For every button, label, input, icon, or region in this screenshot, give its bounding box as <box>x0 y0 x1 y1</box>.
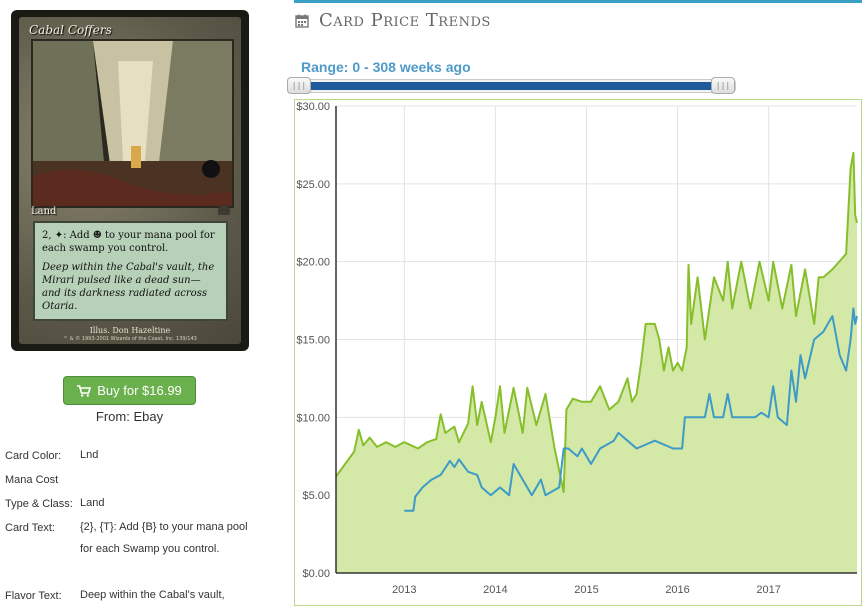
y-tick-label: $30.00 <box>296 101 330 113</box>
card-illustrator: Illus. Don Hazeltine <box>89 326 171 335</box>
detail-value: {2}, {T}: Add {B} to your mana pool for … <box>80 521 248 555</box>
buy-button-label: Buy for $16.99 <box>97 383 182 398</box>
x-tick-label: 2016 <box>665 584 689 596</box>
detail-value: Land <box>80 497 105 509</box>
section-top-rule <box>294 0 862 3</box>
x-tick-label: 2013 <box>392 584 416 596</box>
detail-value: Lnd <box>80 449 99 461</box>
set-symbol-icon <box>218 205 230 215</box>
detail-label: Mana Cost <box>5 474 59 486</box>
shopping-cart-icon <box>77 384 92 397</box>
card-face: Cabal Coffers Land 2, ✦: Add ☻ to your m… <box>19 17 241 344</box>
detail-label: Card Color: <box>5 450 62 462</box>
y-tick-label: $20.00 <box>296 257 330 269</box>
range-slider-fill <box>300 82 723 90</box>
x-tick-label: 2014 <box>483 584 507 596</box>
price-chart-svg: $0.00 $5.00 $10.00 $15.00 $20.00 $25.00 $30.00… <box>294 99 862 606</box>
card-artwork <box>31 39 234 208</box>
y-tick-label: $25.00 <box>296 179 330 191</box>
vault-artwork <box>33 41 232 206</box>
card-title: Cabal Coffers <box>29 23 112 37</box>
section-header: Card Price Trends <box>295 10 491 31</box>
card-text-box: 2, ✦: Add ☻ to your mana pool for each s… <box>33 221 228 321</box>
card-type-line: Land <box>31 206 57 217</box>
x-tick-label: 2017 <box>756 584 780 596</box>
price-chart: $0.00 $5.00 $10.00 $15.00 $20.00 $25.00 $30.00… <box>294 99 862 606</box>
section-title: Card Price Trends <box>319 10 491 31</box>
y-tick-label: $5.00 <box>302 490 330 502</box>
y-tick-label: $10.00 <box>296 412 330 424</box>
detail-label: Type & Class: <box>5 498 73 510</box>
seller-label: From: Ebay <box>95 409 164 424</box>
buy-button[interactable]: Buy for $16.99 <box>63 376 196 405</box>
y-tick-label: $15.00 <box>296 335 330 347</box>
calendar-icon <box>295 14 309 28</box>
card-flavor-text: Deep within the Cabal's vault, the Mirar… <box>42 262 215 312</box>
x-tick-label: 2015 <box>574 584 598 596</box>
detail-label: Flavor Text: <box>5 590 62 602</box>
y-tick-label: $0.00 <box>302 568 330 580</box>
series-line-0 <box>335 151 858 494</box>
card-image: Cabal Coffers Land 2, ✦: Add ☻ to your m… <box>11 10 249 351</box>
detail-label: Card Text: <box>5 522 55 534</box>
card-copyright: ™ & © 1993-2001 Wizards of the Coast, In… <box>63 336 197 342</box>
series-line-1 <box>404 307 858 512</box>
range-slider-right-handle[interactable]: ||| <box>711 77 735 94</box>
range-slider-left-handle[interactable]: ||| <box>287 77 311 94</box>
range-label: Range: 0 - 308 weeks ago <box>301 59 471 75</box>
card-rules-text: 2, ✦: Add ☻ to your mana pool for each s… <box>42 230 215 254</box>
detail-value: Deep within the Cabal's vault, <box>80 589 225 601</box>
